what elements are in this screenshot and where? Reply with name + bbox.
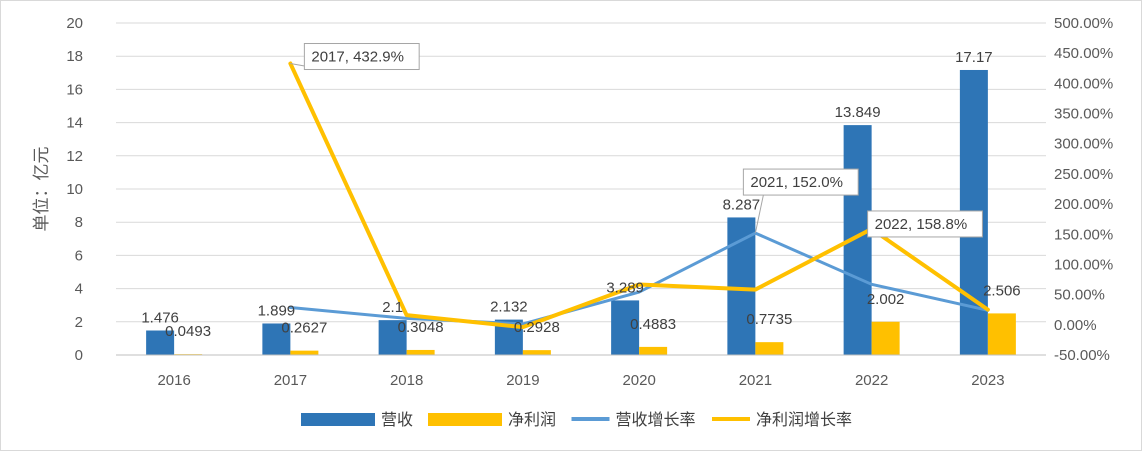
data-label-revenue: 1.476 <box>141 309 179 326</box>
bar-revenue <box>378 320 407 355</box>
x-tick-label: 2016 <box>157 372 190 389</box>
callouts: 2017, 432.9% 2021, 152.0% 2022, 158.8% <box>290 43 983 238</box>
data-label-revenue: 17.17 <box>955 49 993 66</box>
y2-tick-label: 100.00% <box>1054 256 1113 273</box>
legend-swatch <box>301 413 375 426</box>
y-tick-label: 18 <box>66 48 83 65</box>
x-tick-label: 2020 <box>622 372 655 389</box>
bar-profit <box>522 350 551 355</box>
legend-swatch <box>428 413 502 426</box>
callout-pointer <box>754 194 764 234</box>
x-tick-label: 2017 <box>274 372 307 389</box>
y-tick-label: 14 <box>66 115 83 132</box>
callout-box <box>742 168 859 196</box>
bar-profit <box>406 349 435 355</box>
y2-tick-label: -50.00% <box>1054 347 1110 364</box>
data-label-profit: 0.4883 <box>630 316 676 333</box>
y2-tick-label: 450.00% <box>1054 45 1113 62</box>
bar-profit <box>987 313 1016 355</box>
bar-revenue <box>262 323 291 355</box>
bar-profit <box>290 350 319 355</box>
data-label-revenue: 1.899 <box>258 302 296 319</box>
axes: 0 2 4 6 8 10 12 14 16 18 20 -50.00% 0.00% 50.00% 100.0… <box>32 15 1113 389</box>
data-label-revenue: 2.1 <box>382 299 403 316</box>
legend-label: 营收增长率 <box>616 410 696 429</box>
data-label-revenue: 13.849 <box>835 104 881 121</box>
y-tick-label: 6 <box>75 247 83 264</box>
y2-tick-label: 500.00% <box>1054 15 1113 32</box>
y-tick-label: 2 <box>75 314 83 331</box>
series-line-revenue-growth <box>288 231 990 326</box>
bar-revenue <box>611 300 640 355</box>
data-label-profit: 0.3048 <box>398 319 444 336</box>
x-tick-label: 2019 <box>506 372 539 389</box>
data-label-profit: 2.002 <box>867 291 905 308</box>
y-tick-label: 10 <box>66 181 83 198</box>
data-label-profit: 0.2627 <box>281 320 327 337</box>
data-label-revenue: 3.289 <box>606 279 644 296</box>
data-label-profit: 0.2928 <box>514 319 560 336</box>
callout-box <box>867 210 983 238</box>
x-tick-label: 2022 <box>855 372 888 389</box>
bar-profit <box>755 342 784 355</box>
gridlines <box>116 22 1046 323</box>
bars <box>146 69 1016 355</box>
y-tick-label: 4 <box>75 281 83 298</box>
y-axis-label: 单位：亿元 <box>32 147 52 232</box>
bar-profit <box>871 321 900 355</box>
y2-tick-label: 350.00% <box>1054 106 1113 123</box>
y2-tick-label: 400.00% <box>1054 75 1113 92</box>
y2-tick-label: 250.00% <box>1054 166 1113 183</box>
callout-label: 2022, 158.8% <box>875 216 968 233</box>
callout-box <box>303 43 420 71</box>
data-label-profit: 2.506 <box>983 282 1021 299</box>
legend-label: 营收 <box>381 410 413 429</box>
y2-tick-label: 50.00% <box>1054 287 1105 304</box>
y2-tick-label: 200.00% <box>1054 196 1113 213</box>
callout-label: 2021, 152.0% <box>750 174 843 191</box>
bar-revenue <box>727 217 756 355</box>
y-tick-label: 12 <box>66 148 83 165</box>
y2-tick-label: 150.00% <box>1054 226 1113 243</box>
y-tick-label: 0 <box>75 347 83 364</box>
bar-revenue <box>146 330 175 355</box>
legend-label: 净利润 <box>508 410 556 429</box>
x-tick-label: 2021 <box>739 372 772 389</box>
data-label-revenue: 8.287 <box>723 196 761 213</box>
x-tick-label: 2018 <box>390 372 423 389</box>
legend: 营收 净利润 营收增长率 净利润增长率 <box>301 410 852 429</box>
data-label-profit: 0.7735 <box>746 311 792 328</box>
y-tick-label: 16 <box>66 81 83 98</box>
y-tick-label: 20 <box>66 15 83 32</box>
y2-tick-label: 0.00% <box>1054 317 1097 334</box>
data-labels: 1.476 1.899 2.1 2.132 3.289 8.287 13.849 17.17 0… <box>141 49 1020 340</box>
callout-label: 2017, 432.9% <box>311 49 404 66</box>
y-tick-label: 8 <box>75 214 83 231</box>
data-label-profit: 0.0493 <box>165 323 211 340</box>
y2-tick-label: 300.00% <box>1054 136 1113 153</box>
legend-label: 净利润增长率 <box>756 410 852 429</box>
bar-profit <box>639 346 668 355</box>
data-label-revenue: 2.132 <box>490 299 528 316</box>
x-tick-label: 2023 <box>971 372 1004 389</box>
